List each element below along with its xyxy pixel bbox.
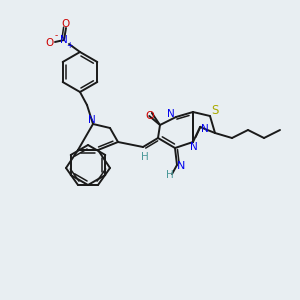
Text: N: N — [88, 115, 96, 125]
Text: N: N — [190, 142, 198, 152]
Text: O: O — [46, 38, 54, 48]
Text: N: N — [167, 109, 175, 119]
Text: S: S — [211, 104, 219, 118]
Text: H: H — [141, 152, 149, 162]
Text: O: O — [62, 19, 70, 29]
Text: -: - — [54, 32, 58, 40]
Text: O: O — [145, 111, 154, 121]
Text: N: N — [60, 35, 68, 45]
Text: N: N — [201, 124, 209, 134]
Text: N: N — [177, 161, 185, 171]
Text: H: H — [166, 170, 174, 180]
Text: +: + — [66, 40, 72, 50]
